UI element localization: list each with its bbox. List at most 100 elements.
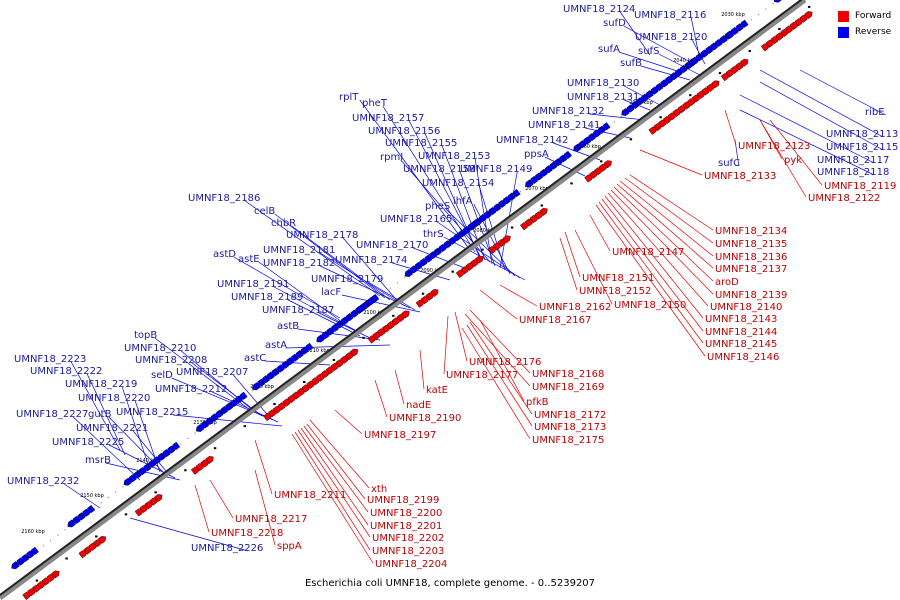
tick-label: 2110 kbp [306, 348, 330, 354]
reverse-leader-line [624, 85, 661, 106]
tick-label: 2030 kbp [721, 12, 745, 18]
reverse-gene-label: UMNF18_2221 [76, 423, 148, 434]
reverse-gene [512, 189, 521, 198]
tick-mark [42, 545, 45, 547]
forward-gene-label: UMNF18_2204 [375, 559, 447, 570]
forward-leader-line [394, 369, 405, 405]
tick-mark [122, 486, 124, 488]
reverse-leader-line [191, 362, 263, 417]
reverse-gene-label: UMNF18_2181 [263, 245, 335, 256]
reverse-gene-label: celB [254, 206, 275, 217]
forward-leader-line [374, 379, 388, 418]
reverse-leader-line [64, 483, 101, 509]
reverse-gene-label: UMNF18_2124 [563, 4, 635, 15]
map-caption: Escherichia coli UMNF18, complete genome… [304, 578, 596, 589]
forward-gene [401, 310, 410, 319]
forward-gene-label: UMNF18_2146 [707, 352, 779, 363]
reverse-gene-label: UMNF18_2113 [826, 129, 898, 140]
reverse-gene-label: UMNF18_2220 [78, 393, 150, 404]
reverse-gene-label: UMNF18_2120 [635, 32, 707, 43]
reverse-leader-line [359, 99, 471, 251]
feature-mark [570, 182, 573, 185]
reverse-leader-line [658, 53, 701, 76]
feature-mark [689, 94, 692, 97]
tick-mark [389, 287, 391, 289]
forward-leader-line [479, 289, 518, 320]
reverse-gene-label: UMNF18_2156 [368, 126, 440, 137]
reverse-leader-line [690, 17, 701, 61]
feature-mark [184, 469, 187, 472]
feature-mark [362, 336, 365, 339]
forward-gene-label: UMNF18_2190 [389, 413, 461, 424]
forward-gene [502, 235, 511, 244]
forward-gene-label: UMNF18_2202 [372, 533, 444, 544]
reverse-gene-label: UMNF18_2226 [191, 543, 263, 554]
forward-gene-label: xth [371, 484, 387, 495]
forward-leader-line [306, 423, 366, 500]
forward-gene-label: UMNF18_2218 [211, 528, 283, 539]
feature-mark [213, 447, 217, 450]
forward-gene-label: UMNF18_2140 [710, 302, 782, 313]
forward-leader-line [334, 409, 363, 435]
reverse-genes [11, 0, 782, 570]
reverse-leader-line [86, 373, 126, 456]
forward-gene-label: UMNF18_2168 [532, 369, 604, 380]
reverse-gene-label: UMNF18_2227 [16, 409, 88, 420]
feature-mark [629, 138, 633, 141]
tick-mark [620, 115, 623, 118]
forward-gene [740, 58, 749, 67]
reverse-gene-label: chbR [271, 218, 296, 229]
reverse-gene-label: UMNF18_2174 [335, 255, 407, 266]
reverse-gene-label: astC [244, 353, 266, 364]
feature-mark [778, 27, 781, 30]
feature-mark [451, 270, 454, 273]
legend: Forward Reverse [838, 8, 891, 40]
reverse-gene-label: UMNF18_2116 [634, 10, 706, 21]
reverse-gene-label: UMNF18_2225 [52, 437, 124, 448]
legend-label-reverse: Reverse [855, 27, 892, 37]
feature-mark [65, 557, 68, 560]
forward-gene-label: UMNF18_2152 [579, 286, 651, 297]
forward-leader-line [613, 186, 714, 282]
reverse-leader-line [173, 414, 283, 427]
forward-gene-label: UMNF18_2176 [469, 357, 541, 368]
tick-mark [100, 502, 102, 504]
reverse-gene-label: UMNF18_2186 [188, 193, 260, 204]
forward-leader-line [461, 327, 531, 440]
forward-leader-line [499, 284, 538, 307]
feature-mark [95, 535, 98, 538]
reverse-gene-label: UMNF18_2219 [65, 379, 137, 390]
tick-label: 2090 kbp [420, 268, 444, 274]
forward-leader-line [759, 119, 807, 198]
forward-gene [539, 207, 548, 216]
reverse-leader-line [618, 51, 681, 73]
reverse-gene-label: UMNF18_2210 [124, 343, 196, 354]
backbone-line [0, 0, 803, 596]
reverse-gene-label: UMNF18_2182 [263, 258, 335, 269]
tick-mark [57, 534, 59, 536]
reverse-gene-label: UMNF18_2149 [460, 164, 532, 175]
reverse-gene-label: UMNF18_2223 [14, 354, 86, 365]
tick-mark [187, 437, 189, 440]
forward-gene-label: UMNF18_2150 [614, 300, 686, 311]
reverse-swatch [838, 26, 849, 38]
reverse-leader-line [640, 65, 691, 81]
tick-label: 2060 kbp [577, 144, 601, 150]
forward-leader-line [464, 313, 531, 387]
reverse-gene-label: UMNF18_2117 [817, 155, 889, 166]
reverse-gene [740, 19, 749, 28]
reverse-leader-line [264, 360, 331, 366]
forward-gene-label: UMNF18_2151 [582, 273, 654, 284]
reverse-leader-line [691, 39, 706, 65]
reverse-gene-label: UMNF18_2153 [418, 151, 490, 162]
reverse-gene-label: UMNF18_2222 [30, 366, 102, 377]
reverse-gene-label: UMNF18_2130 [567, 78, 639, 89]
forward-gene [603, 160, 612, 169]
forward-leader-line [589, 214, 611, 252]
backbone-shadow [0, 0, 807, 600]
reverse-gene [773, 0, 782, 3]
reverse-gene [86, 505, 96, 514]
feature-mark [332, 358, 336, 361]
forward-gene-label: UMNF18_2172 [534, 410, 606, 421]
